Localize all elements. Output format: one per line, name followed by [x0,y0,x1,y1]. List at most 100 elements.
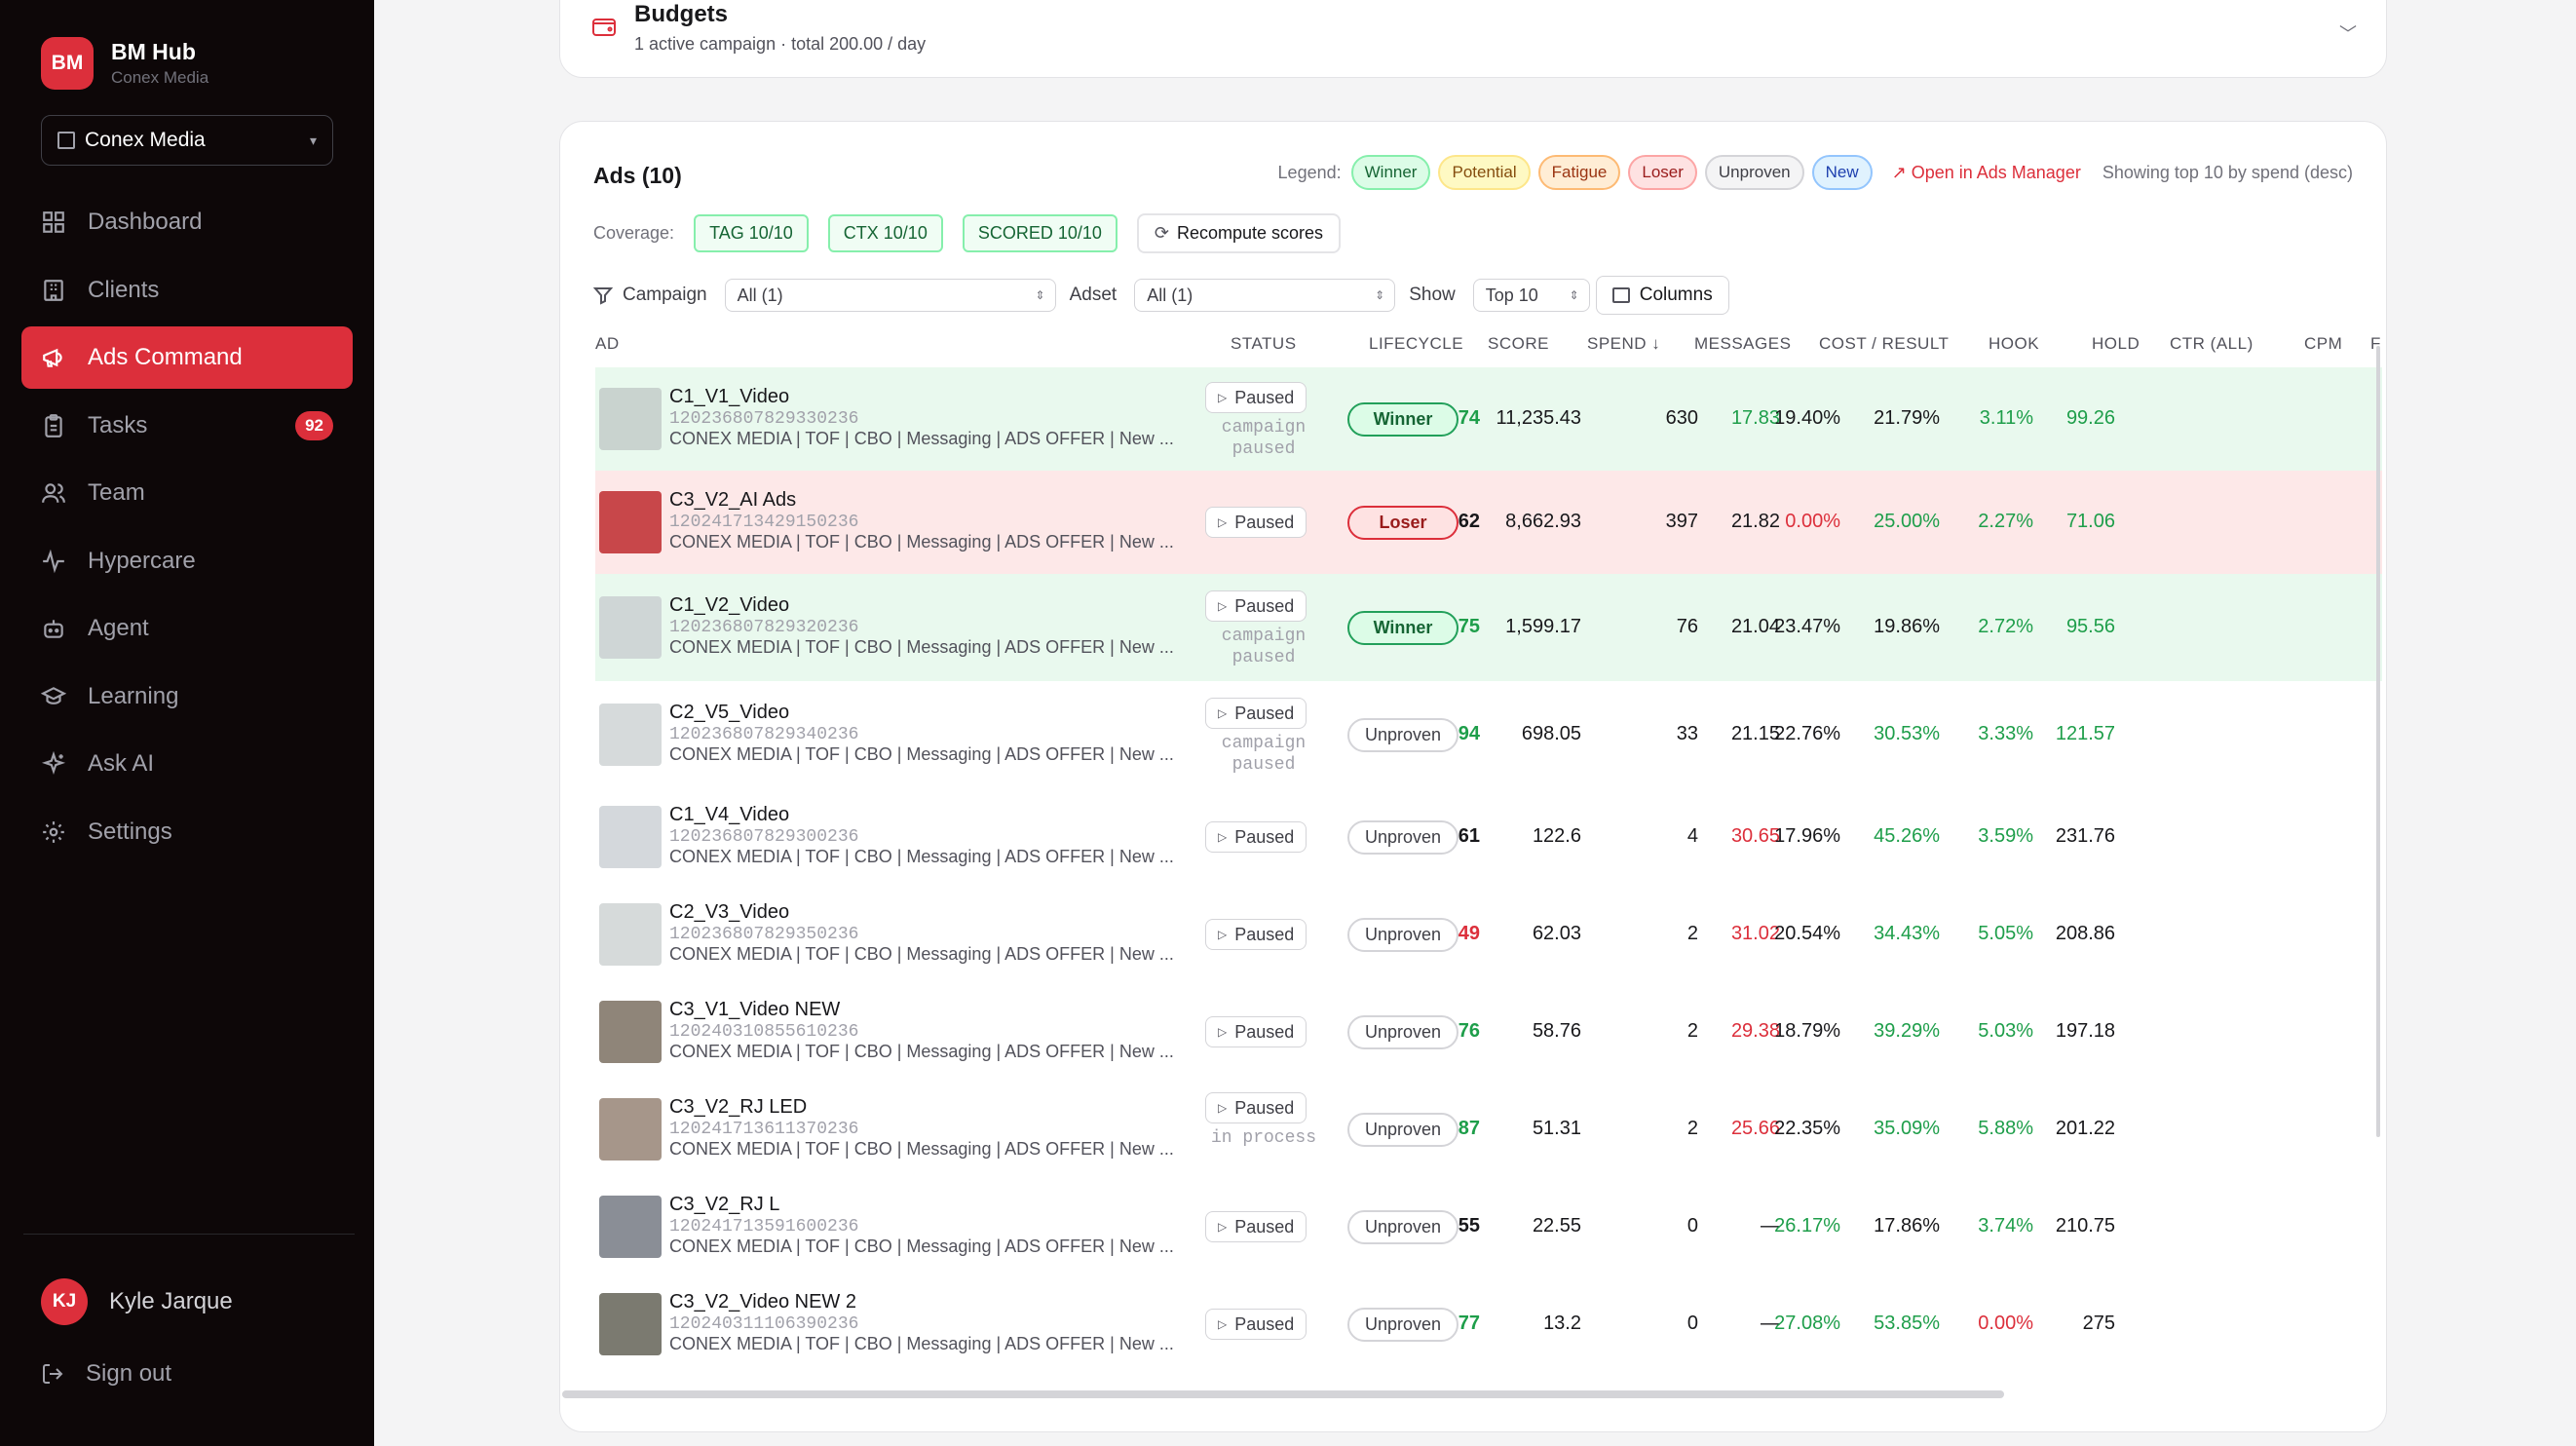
col-ctr[interactable]: CTR (ALL) [2170,334,2254,353]
score-cell: 49 [1458,923,1480,944]
status-toggle-button[interactable]: ▷ Paused [1205,1092,1307,1123]
ad-name[interactable]: C3_V2_RJ L [669,1194,780,1215]
ad-thumbnail[interactable] [599,1196,662,1258]
table-row[interactable]: C1_V2_Video 120236807829320236 CONEX MEDIA… [595,574,2382,681]
table-row[interactable]: C3_V2_AI Ads 120241713429150236 CONEX MEDI… [595,471,2382,574]
ad-thumbnail[interactable] [599,1001,662,1063]
table-row[interactable]: C3_V2_RJ LED 120241713611370236 CONEX MEDI… [595,1081,2382,1178]
open-in-ads-manager-link[interactable]: ↗ Open in Ads Manager [1891,162,2081,182]
status-toggle-button[interactable]: ▷ Paused [1205,1016,1307,1047]
score-cell: 74 [1458,407,1480,429]
megaphone-icon [41,345,66,370]
ctr-cell: 5.88% [1978,1118,2033,1139]
sidebar-item-team[interactable]: Team [21,462,353,524]
ad-thumbnail[interactable] [599,806,662,868]
status-toggle-button[interactable]: ▷ Paused [1205,821,1307,853]
user-profile[interactable]: KJ Kyle Jarque [41,1278,233,1325]
ad-thumbnail[interactable] [599,704,662,766]
vertical-scrollbar[interactable] [2376,346,2380,1137]
ad-name[interactable]: C1_V4_Video [669,804,790,825]
table-row[interactable]: C1_V1_Video 120236807829330236 CONEX MEDIA… [595,367,2382,471]
col-ad[interactable]: AD [595,334,620,353]
status-toggle-button[interactable]: ▷ Paused [1205,507,1307,538]
ad-name[interactable]: C3_V2_Video NEW 2 [669,1291,856,1313]
ad-thumbnail[interactable] [599,491,662,553]
sidebar-item-learning[interactable]: Learning [21,666,353,728]
sidebar-item-tasks[interactable]: Tasks 92 [21,395,353,457]
table-row[interactable]: C3_V2_RJ L 120241713591600236 CONEX MEDIA … [595,1178,2382,1275]
status-toggle-button[interactable]: ▷ Paused [1205,1211,1307,1242]
status-toggle-button[interactable]: ▷ Paused [1205,382,1307,413]
score-cell: 62 [1458,511,1480,532]
cpm-cell: 231.76 [2055,825,2115,847]
col-hook[interactable]: HOOK [1989,334,2040,353]
col-lifecycle[interactable]: LIFECYCLE [1369,334,1464,353]
avatar: KJ [41,1278,88,1325]
col-cost-result[interactable]: COST / RESULT [1819,334,1950,353]
ad-name[interactable]: C3_V2_AI Ads [669,489,797,511]
sidebar-item-hypercare[interactable]: Hypercare [21,530,353,592]
ad-name[interactable]: C2_V3_Video [669,901,790,923]
ad-thumbnail[interactable] [599,1293,662,1355]
sparkles-icon [41,751,66,777]
ad-thumbnail[interactable] [599,596,662,659]
lifecycle-badge: Unproven [1347,1113,1458,1147]
sidebar-item-ask-ai[interactable]: Ask AI [21,733,353,795]
col-status[interactable]: STATUS [1231,334,1297,353]
ad-thumbnail[interactable] [599,1098,662,1161]
spend-cell: 58.76 [1532,1020,1581,1042]
ad-name[interactable]: C1_V1_Video [669,386,790,407]
sidebar-item-label: Ask AI [88,750,155,777]
ad-name[interactable]: C2_V5_Video [669,702,790,723]
sidebar-item-ads-command[interactable]: Ads Command [21,326,353,389]
budgets-subtitle: 1 active campaign · total 200.00 / day [634,34,927,54]
status-label: Paused [1234,1097,1295,1118]
cost-per-result-cell: 31.02 [1730,923,1780,944]
table-row[interactable]: C3_V1_Video NEW 120240310855610236 CONEX M… [595,983,2382,1081]
show-count-select[interactable]: Top 10 ⇕ [1472,279,1590,312]
lifecycle-badge: Unproven [1347,1308,1458,1342]
play-icon: ▷ [1218,830,1228,844]
ad-name[interactable]: C1_V2_Video [669,594,790,616]
campaign-select[interactable]: All (1) ⇕ [724,279,1056,312]
ad-thumbnail[interactable] [599,903,662,966]
columns-button[interactable]: Columns [1595,276,1729,315]
table-row[interactable]: C3_V2_Video NEW 2 120240311106390236 CONEX… [595,1275,2382,1373]
status-toggle-button[interactable]: ▷ Paused [1205,1309,1307,1340]
col-spend[interactable]: SPEND ↓ [1587,334,1661,353]
col-score[interactable]: SCORE [1488,334,1549,353]
budgets-card[interactable]: Budgets 1 active campaign · total 200.00… [559,0,2387,78]
status-note: in process [1210,1128,1317,1148]
recompute-scores-button[interactable]: ⟳ Recompute scores [1136,213,1342,253]
chevron-down-icon[interactable]: ﹀ [2339,24,2357,44]
sidebar-nav: Dashboard Clients Ads Command Tasks 92 Team Hy… [21,191,353,868]
col-hold[interactable]: HOLD [2092,334,2140,353]
col-messages[interactable]: MESSAGES [1694,334,1792,353]
legend-new: New [1811,155,1873,190]
table-row[interactable]: C2_V3_Video 120236807829350236 CONEX MEDIA… [595,886,2382,983]
ctr-cell: 2.27% [1978,511,2033,532]
sign-out-button[interactable]: Sign out [41,1360,171,1388]
sidebar-item-dashboard[interactable]: Dashboard [21,191,353,253]
status-toggle-button[interactable]: ▷ Paused [1205,590,1307,622]
sidebar-item-settings[interactable]: Settings [21,801,353,863]
messages-cell: 2 [1686,923,1698,944]
horizontal-scrollbar[interactable] [562,1390,2004,1398]
adset-select[interactable]: All (1) ⇕ [1134,279,1396,312]
col-cpm[interactable]: CPM [2304,334,2343,353]
brand[interactable]: BM BM Hub Conex Media [41,37,208,90]
sidebar-item-agent[interactable]: Agent [21,597,353,660]
table-row[interactable]: C2_V5_Video 120236807829340236 CONEX MEDIA… [595,681,2382,788]
tasks-count-badge: 92 [295,410,333,440]
ad-name[interactable]: C3_V2_RJ LED [669,1096,808,1118]
col-f[interactable]: F [2370,334,2381,353]
table-row[interactable]: C1_V4_Video 120236807829300236 CONEX MEDIA… [595,788,2382,886]
sidebar-item-clients[interactable]: Clients [21,259,353,322]
organization-select[interactable]: Conex Media ▾ [41,115,333,166]
ad-thumbnail[interactable] [599,388,662,450]
cost-per-result-cell: 25.66 [1730,1118,1780,1139]
status-toggle-button[interactable]: ▷ Paused [1205,698,1307,729]
ad-id: 120236807829320236 [669,618,859,637]
status-toggle-button[interactable]: ▷ Paused [1205,919,1307,950]
ad-name[interactable]: C3_V1_Video NEW [669,999,841,1020]
